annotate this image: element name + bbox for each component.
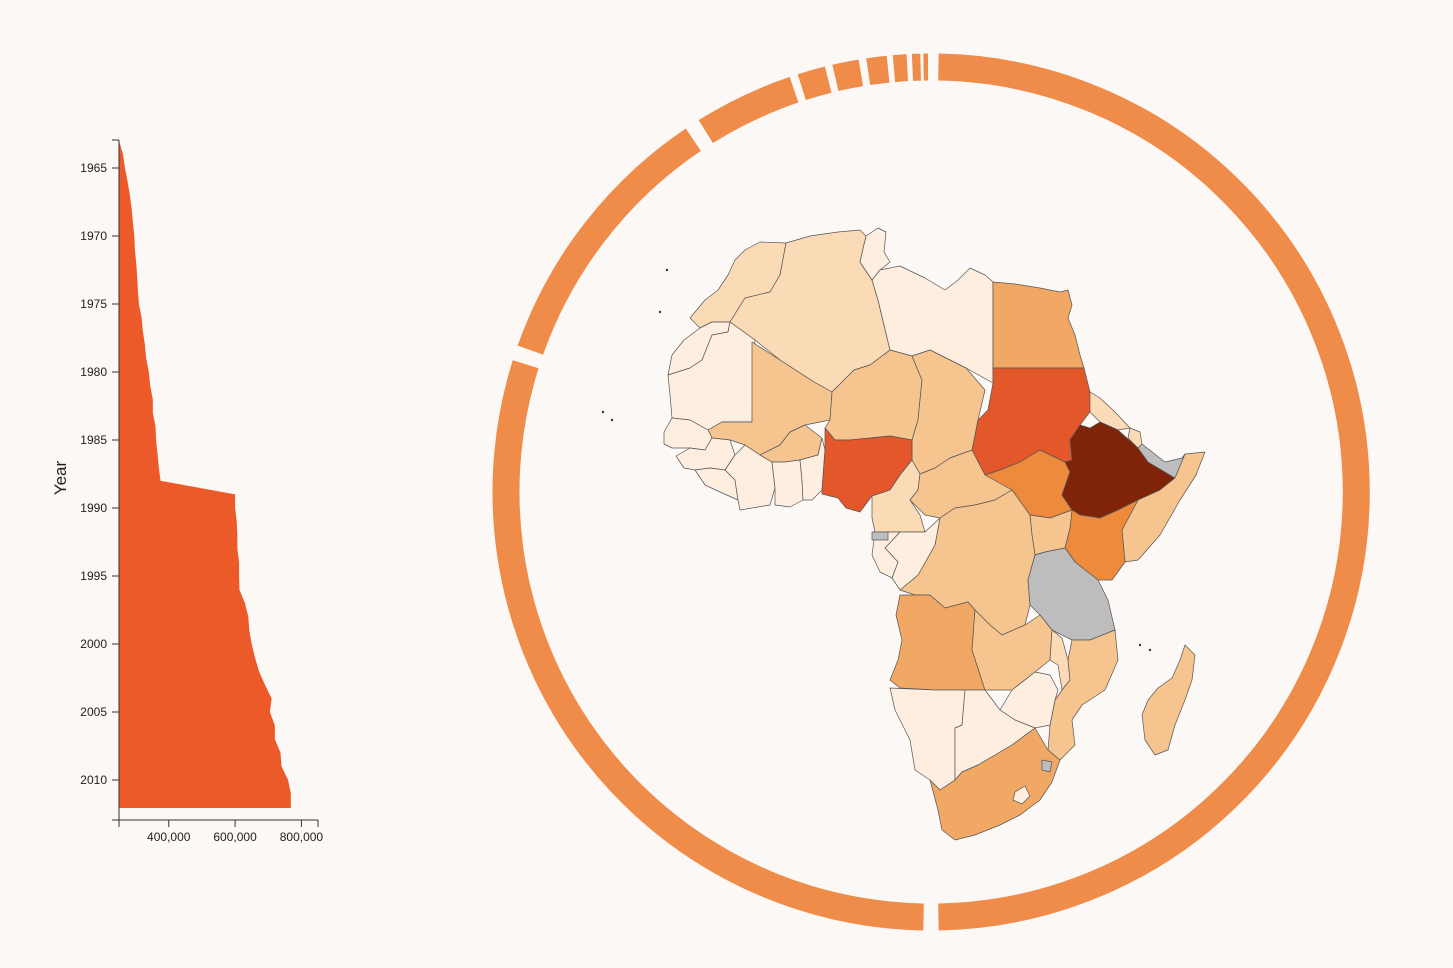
y-tick-label: 1985 <box>80 433 107 447</box>
country-equatorial-guinea[interactable] <box>871 531 889 541</box>
island-marker <box>610 418 614 422</box>
y-tick-label: 1965 <box>80 161 107 175</box>
country-swaziland[interactable] <box>1041 759 1053 773</box>
timeline-area-chart: 1965 1970 1975 1980 1985 1990 1995 2000 2005 2010… <box>51 139 324 844</box>
y-axis: 1965 1970 1975 1980 1985 1990 1995 2000 2005 2010 <box>80 139 120 821</box>
ring-segment[interactable] <box>832 59 864 92</box>
x-tick-label: 600,000 <box>213 830 257 844</box>
country-somalia[interactable] <box>1121 451 1206 563</box>
y-tick-label: 2010 <box>80 773 107 787</box>
x-axis: 400,000 600,000 800,000 <box>118 819 324 844</box>
y-axis-title: Year <box>51 460 70 495</box>
country-south-africa[interactable] <box>929 727 1061 841</box>
island-marker <box>1138 643 1142 647</box>
island-marker <box>601 410 605 414</box>
y-tick-label: 1980 <box>80 365 107 379</box>
country-ivory-coast[interactable] <box>724 444 776 511</box>
ring-segment[interactable] <box>517 128 701 355</box>
island-marker <box>1148 648 1152 652</box>
island-marker <box>658 310 662 314</box>
y-tick-label: 1975 <box>80 297 107 311</box>
country-angola[interactable] <box>889 594 986 691</box>
country-ghana[interactable] <box>771 459 804 508</box>
ring-segment[interactable] <box>797 66 832 101</box>
y-tick-label: 1995 <box>80 569 107 583</box>
y-tick-label: 1970 <box>80 229 107 243</box>
country-gabon[interactable] <box>871 531 901 579</box>
africa-choropleth-map <box>601 227 1206 841</box>
ring-segment[interactable] <box>892 54 909 83</box>
country-eritrea[interactable] <box>1089 391 1131 431</box>
country-somaliland[interactable] <box>1137 443 1186 479</box>
y-tick-label: 2000 <box>80 637 107 651</box>
country-mozambique[interactable] <box>1047 629 1119 761</box>
y-tick-label: 2005 <box>80 705 107 719</box>
country-share-ring <box>492 53 1370 931</box>
x-tick-label: 400,000 <box>147 830 191 844</box>
ring-segment[interactable] <box>938 53 1370 931</box>
ring-segment[interactable] <box>866 55 890 86</box>
country-tunisia[interactable] <box>859 227 891 281</box>
country-lesotho[interactable] <box>1012 785 1031 805</box>
country-madagascar[interactable] <box>1141 644 1196 756</box>
area-series[interactable] <box>119 140 291 809</box>
y-tick-label: 1990 <box>80 501 107 515</box>
island-marker <box>665 268 669 272</box>
x-tick-label: 800,000 <box>280 830 324 844</box>
ring-segment[interactable] <box>698 76 799 144</box>
ring-segment[interactable] <box>492 360 924 931</box>
